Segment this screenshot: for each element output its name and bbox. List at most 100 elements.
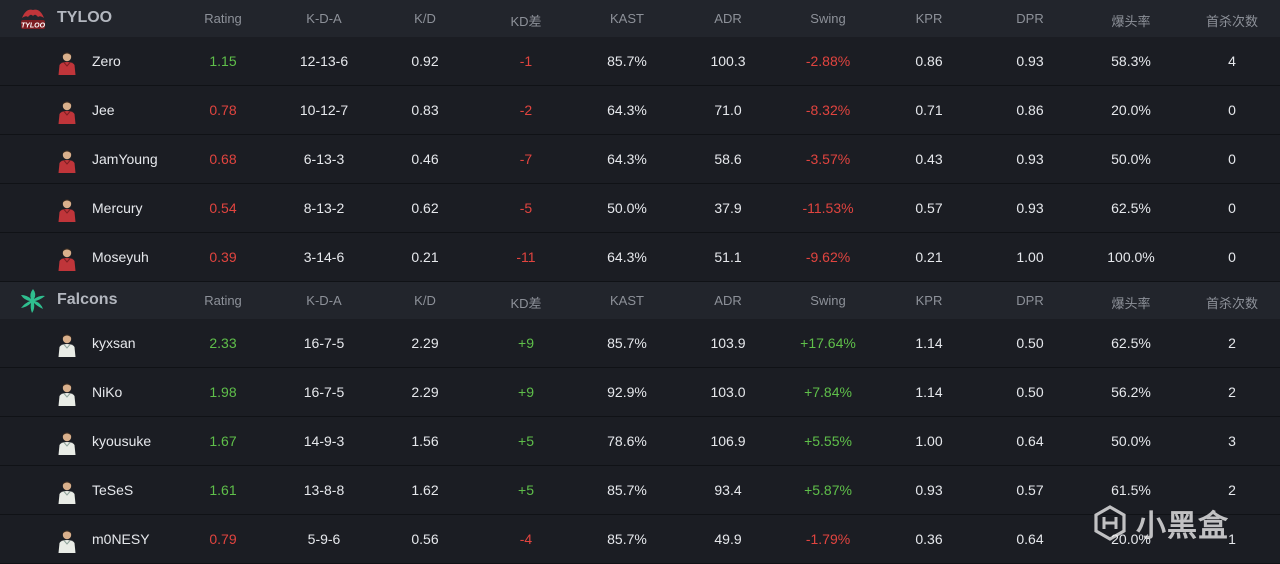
player-avatar-icon <box>58 101 76 124</box>
col-header-adr: ADR <box>714 11 742 26</box>
kd-cell: 0.62 <box>411 200 439 216</box>
team-name: TYLOO <box>57 9 113 26</box>
rating-cell: 2.33 <box>209 335 237 351</box>
kast-cell: 85.7% <box>607 531 647 547</box>
dpr-cell: 0.64 <box>1016 433 1044 449</box>
kd-diff-cell: -7 <box>519 151 533 167</box>
col-header-kda: K-D-A <box>306 11 342 26</box>
kpr-cell: 0.36 <box>915 531 943 547</box>
kda-cell: 8-13-2 <box>303 200 345 216</box>
player-row-kyousuke[interactable]: kyousuke 1.67 14-9-3 1.56 +5 78.6% 106.9 +5.55%… <box>0 417 1280 466</box>
kast-cell: 85.7% <box>607 335 647 351</box>
player-row-teses[interactable]: TeSeS 1.61 13-8-8 1.62 +5 85.7% 93.4 +5.87% 0.93… <box>0 466 1280 515</box>
player-name: JamYoung <box>92 151 158 167</box>
kda-cell: 16-7-5 <box>303 335 345 351</box>
kd-diff-cell: +5 <box>518 433 534 449</box>
rating-cell: 0.68 <box>209 151 237 167</box>
team-header-falcons: Falcons Rating K-D-A K/D KD差 KAST ADR Sw… <box>0 282 1280 319</box>
player-avatar-icon <box>58 432 76 455</box>
dpr-cell: 0.93 <box>1016 200 1044 216</box>
adr-cell: 51.1 <box>714 249 742 265</box>
player-avatar-icon <box>58 530 76 553</box>
kd-cell: 2.29 <box>411 335 439 351</box>
col-header-headshot: 爆头率 <box>1111 296 1151 311</box>
kd-diff-cell: -4 <box>519 531 533 547</box>
kd-cell: 2.29 <box>411 384 439 400</box>
rating-cell: 1.98 <box>209 384 237 400</box>
col-header-kda: K-D-A <box>306 293 342 308</box>
rating-cell: 0.54 <box>209 200 237 216</box>
dpr-cell: 1.00 <box>1016 249 1044 265</box>
player-name: Mercury <box>92 200 143 216</box>
adr-cell: 93.4 <box>714 482 742 498</box>
col-header-kd-diff: KD差 <box>510 296 542 311</box>
headshot-cell: 20.0% <box>1111 531 1151 547</box>
player-row-jee[interactable]: Jee 0.78 10-12-7 0.83 -2 64.3% 71.0 -8.32% 0.71 0… <box>0 86 1280 135</box>
kd-cell: 0.21 <box>411 249 439 265</box>
player-row-mercury[interactable]: Mercury 0.54 8-13-2 0.62 -5 50.0% 37.9 -11.53% 0… <box>0 184 1280 233</box>
player-name: Zero <box>92 53 121 69</box>
player-name: m0NESY <box>92 531 150 547</box>
tyloo-logo-icon: TYLOO <box>21 9 46 30</box>
col-header-kd: K/D <box>414 293 436 308</box>
swing-cell: +17.64% <box>800 335 856 351</box>
player-row-moseyuh[interactable]: Moseyuh 0.39 3-14-6 0.21 -11 64.3% 51.1 -9.62% 0… <box>0 233 1280 282</box>
kda-cell: 6-13-3 <box>303 151 345 167</box>
rating-cell: 1.15 <box>209 53 237 69</box>
col-header-dpr: DPR <box>1016 293 1044 308</box>
adr-cell: 58.6 <box>714 151 742 167</box>
player-avatar-icon <box>58 334 76 357</box>
kpr-cell: 0.57 <box>915 200 943 216</box>
player-name: kyxsan <box>92 335 136 351</box>
kda-cell: 16-7-5 <box>303 384 345 400</box>
headshot-cell: 100.0% <box>1107 249 1155 265</box>
player-name: Jee <box>92 102 115 118</box>
kpr-cell: 0.86 <box>915 53 943 69</box>
kpr-cell: 0.93 <box>915 482 943 498</box>
first-kills-cell: 1 <box>1228 531 1236 547</box>
player-avatar-icon <box>58 248 76 271</box>
headshot-cell: 61.5% <box>1111 482 1151 498</box>
headshot-cell: 62.5% <box>1111 335 1151 351</box>
headshot-cell: 56.2% <box>1111 384 1151 400</box>
swing-cell: +5.55% <box>804 433 852 449</box>
first-kills-cell: 0 <box>1228 249 1236 265</box>
kd-diff-cell: +5 <box>518 482 534 498</box>
col-header-first-kills: 首杀次数 <box>1205 296 1259 311</box>
player-name: Moseyuh <box>92 249 149 265</box>
player-name: NiKo <box>92 384 123 400</box>
player-row-m0nesy[interactable]: m0NESY 0.79 5-9-6 0.56 -4 85.7% 49.9 -1.79% 0.36… <box>0 515 1280 564</box>
team-header-tyloo: TYLOO TYLOO Rating K-D-A K/D KD差 KAST AD… <box>0 0 1280 37</box>
dpr-cell: 0.86 <box>1016 102 1044 118</box>
player-avatar-icon <box>58 383 76 406</box>
player-avatar-icon <box>58 150 76 173</box>
swing-cell: -9.62% <box>805 249 851 265</box>
headshot-cell: 50.0% <box>1111 433 1151 449</box>
rating-cell: 0.78 <box>209 102 237 118</box>
headshot-cell: 58.3% <box>1111 53 1151 69</box>
kd-diff-cell: -2 <box>519 102 533 118</box>
kd-diff-cell: +9 <box>518 384 534 400</box>
swing-cell: -3.57% <box>805 151 851 167</box>
kd-cell: 1.56 <box>411 433 439 449</box>
rating-cell: 1.61 <box>209 482 237 498</box>
col-header-rating: Rating <box>204 11 242 26</box>
kpr-cell: 1.14 <box>915 384 943 400</box>
player-row-kyxsan[interactable]: kyxsan 2.33 16-7-5 2.29 +9 85.7% 103.9 +17.64% 1… <box>0 319 1280 368</box>
player-row-zero[interactable]: Zero 1.15 12-13-6 0.92 -1 85.7% 100.3 -2.88% 0.8… <box>0 37 1280 86</box>
kast-cell: 85.7% <box>607 53 647 69</box>
kast-cell: 85.7% <box>607 482 647 498</box>
adr-cell: 71.0 <box>714 102 742 118</box>
adr-cell: 103.0 <box>710 384 746 400</box>
col-header-headshot: 爆头率 <box>1111 14 1151 29</box>
rating-cell: 1.67 <box>209 433 237 449</box>
player-avatar-icon <box>58 52 76 75</box>
first-kills-cell: 2 <box>1228 384 1236 400</box>
dpr-cell: 0.57 <box>1016 482 1044 498</box>
player-row-jamyoung[interactable]: JamYoung 0.68 6-13-3 0.46 -7 64.3% 58.6 -3.57% 0… <box>0 135 1280 184</box>
player-row-niko[interactable]: NiKo 1.98 16-7-5 2.29 +9 92.9% 103.0 +7.84% 1.14… <box>0 368 1280 417</box>
swing-cell: +5.87% <box>804 482 852 498</box>
dpr-cell: 0.93 <box>1016 53 1044 69</box>
col-header-swing: Swing <box>810 11 846 26</box>
